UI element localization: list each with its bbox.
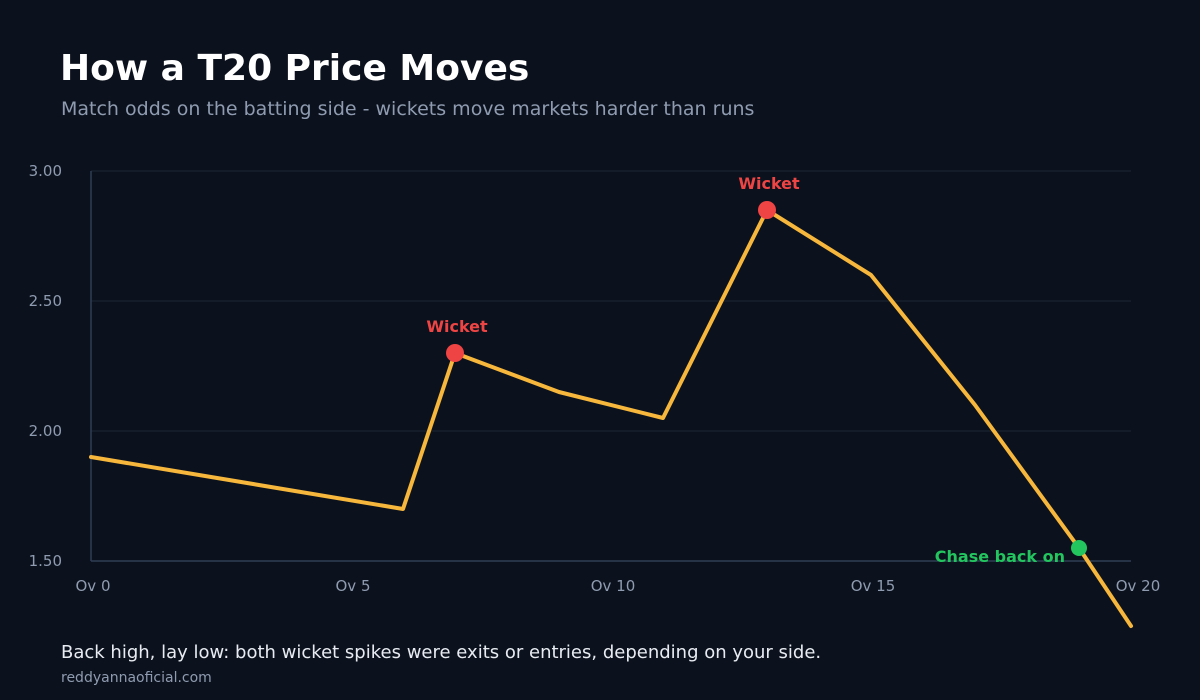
price-line [89, 208, 1133, 628]
annotations: Wicket Wicket Chase back on [426, 174, 1087, 566]
x-tick-label: Ov 5 [336, 577, 371, 595]
footnote: Back high, lay low: both wicket spikes w… [61, 642, 822, 663]
x-tick-labels: Ov 0 Ov 5 Ov 10 Ov 15 Ov 20 [76, 577, 1161, 595]
wicket-marker [446, 344, 464, 362]
x-tick-label: Ov 0 [76, 577, 111, 595]
x-tick-label: Ov 15 [851, 577, 896, 595]
chart-title: How a T20 Price Moves [60, 48, 530, 89]
axes [90, 171, 1131, 562]
price-series [89, 208, 1133, 628]
source-credit: reddyannaoficial.com [61, 670, 212, 686]
y-tick-label: 2.00 [29, 422, 62, 440]
y-tick-label: 2.50 [29, 292, 62, 310]
y-tick-label: 3.00 [29, 162, 62, 180]
x-tick-label: Ov 20 [1116, 577, 1161, 595]
wicket-label: Wicket [426, 317, 488, 336]
chart-subtitle: Match odds on the batting side - wickets… [61, 98, 755, 120]
grid-lines [91, 170, 1131, 432]
y-tick-labels: 1.50 2.00 2.50 3.00 [29, 162, 62, 570]
chase-label: Chase back on [935, 547, 1065, 566]
wicket-label: Wicket [738, 174, 800, 193]
y-tick-label: 1.50 [29, 552, 62, 570]
chase-marker [1071, 540, 1087, 556]
x-tick-label: Ov 10 [591, 577, 636, 595]
wicket-marker [758, 201, 776, 219]
